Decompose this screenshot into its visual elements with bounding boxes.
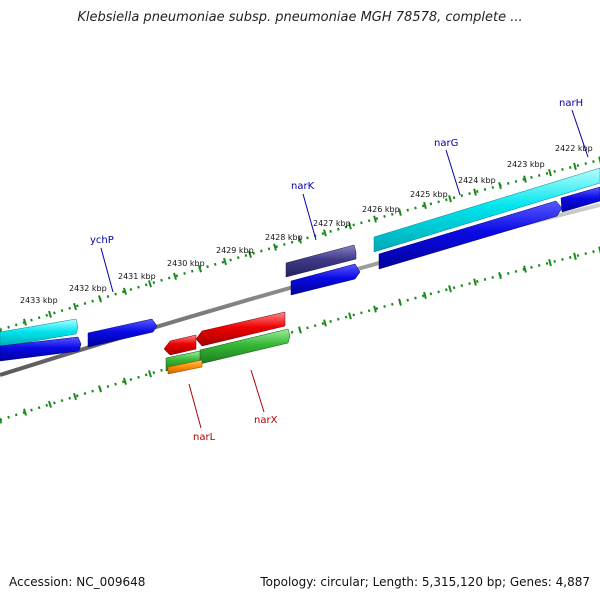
gene-feature-blue-narH[interactable]	[560, 186, 600, 213]
major-tick	[523, 175, 527, 183]
scale-label: 2431 kbp	[118, 272, 156, 281]
gene-feature-blue-left[interactable]	[0, 336, 82, 362]
major-tick	[0, 416, 3, 424]
major-tick	[373, 215, 377, 223]
major-tick	[448, 195, 452, 203]
scale-label: 2433 kbp	[20, 296, 58, 305]
map-title: Klebsiella pneumoniae subsp. pneumoniae …	[77, 10, 523, 25]
leader-line-narG	[445, 149, 461, 196]
major-tick	[248, 250, 252, 258]
major-tick	[548, 168, 552, 177]
gene-label-narH[interactable]: narH	[559, 98, 583, 109]
scale-label: 2432 kbp	[69, 284, 107, 293]
scale-label: 2426 kbp	[362, 205, 400, 214]
gene-feature-cyan-narG[interactable]	[373, 167, 600, 253]
major-tick	[198, 265, 202, 273]
major-tick	[523, 265, 527, 273]
major-tick	[123, 287, 127, 295]
major-tick	[148, 280, 152, 288]
gene-feature-blue-narK[interactable]	[290, 263, 361, 296]
major-tick	[323, 319, 327, 327]
gene-feature-blue-narG[interactable]	[378, 200, 563, 270]
major-tick	[573, 252, 577, 260]
major-tick	[598, 246, 600, 254]
major-tick	[173, 272, 177, 280]
gene-feature-red-narX[interactable]	[195, 311, 286, 347]
major-tick	[548, 258, 552, 267]
major-tick	[23, 318, 27, 326]
major-tick	[373, 305, 377, 313]
major-tick	[73, 302, 77, 311]
gene-feature-orange-narL[interactable]	[167, 359, 203, 375]
major-tick	[48, 310, 52, 318]
major-tick	[598, 156, 600, 164]
major-tick	[498, 181, 502, 190]
scale-label: 2425 kbp	[410, 190, 448, 199]
major-tick	[123, 377, 127, 385]
major-tick	[573, 162, 577, 170]
gene-label-narK[interactable]: narK	[291, 181, 315, 192]
major-tick	[473, 188, 477, 196]
major-tick	[398, 208, 402, 216]
scale-label: 2428 kbp	[265, 233, 303, 242]
gene-labels: ychP narK narG narH narL narX	[90, 98, 589, 443]
major-tick	[23, 408, 27, 416]
leader-line-narL	[188, 383, 202, 429]
major-tick	[398, 298, 402, 306]
gene-label-narX[interactable]: narX	[254, 415, 278, 426]
leader-line-ychP	[100, 247, 114, 293]
outer-major-ticks	[0, 156, 600, 334]
gene-feature-red-narL[interactable]	[163, 334, 197, 356]
scale-label: 2429 kbp	[216, 246, 254, 255]
major-tick	[298, 236, 302, 244]
major-tick	[473, 278, 477, 286]
gene-feature-blue-ychP[interactable]	[87, 318, 158, 348]
leader-line-narK	[302, 193, 317, 241]
leader-line-narX	[250, 369, 265, 413]
major-tick	[98, 295, 102, 303]
major-tick	[273, 243, 277, 251]
gene-label-ychP[interactable]: ychP	[90, 235, 114, 246]
major-tick	[73, 392, 77, 401]
major-tick	[223, 257, 227, 266]
major-tick	[323, 229, 327, 237]
accession-text: Accession: NC_009648	[9, 575, 146, 589]
scale-label: 2427 kbp	[313, 219, 351, 228]
scale-label: 2422 kbp	[555, 144, 593, 153]
major-tick	[423, 291, 427, 300]
gene-label-narL[interactable]: narL	[193, 432, 216, 443]
scale-label: 2424 kbp	[458, 176, 496, 185]
scale-labels: 2433 kbp 2432 kbp 2431 kbp 2430 kbp 2429…	[20, 144, 593, 305]
major-tick	[498, 271, 502, 280]
scale-label: 2430 kbp	[167, 259, 205, 268]
gene-feature-navy-narK[interactable]	[285, 244, 357, 278]
gene-feature-cyan-left[interactable]	[0, 318, 79, 348]
major-tick	[423, 201, 427, 210]
leader-line-narH	[571, 109, 589, 158]
major-tick	[298, 326, 302, 334]
major-tick	[348, 312, 352, 320]
major-tick	[148, 370, 152, 378]
topology-text: Topology: circular; Length: 5,315,120 bp…	[260, 575, 590, 589]
gene-label-narG[interactable]: narG	[434, 138, 458, 149]
major-tick	[48, 400, 52, 408]
major-tick	[348, 222, 352, 230]
major-tick	[98, 385, 102, 393]
major-tick	[448, 285, 452, 293]
scale-label: 2423 kbp	[507, 160, 545, 169]
